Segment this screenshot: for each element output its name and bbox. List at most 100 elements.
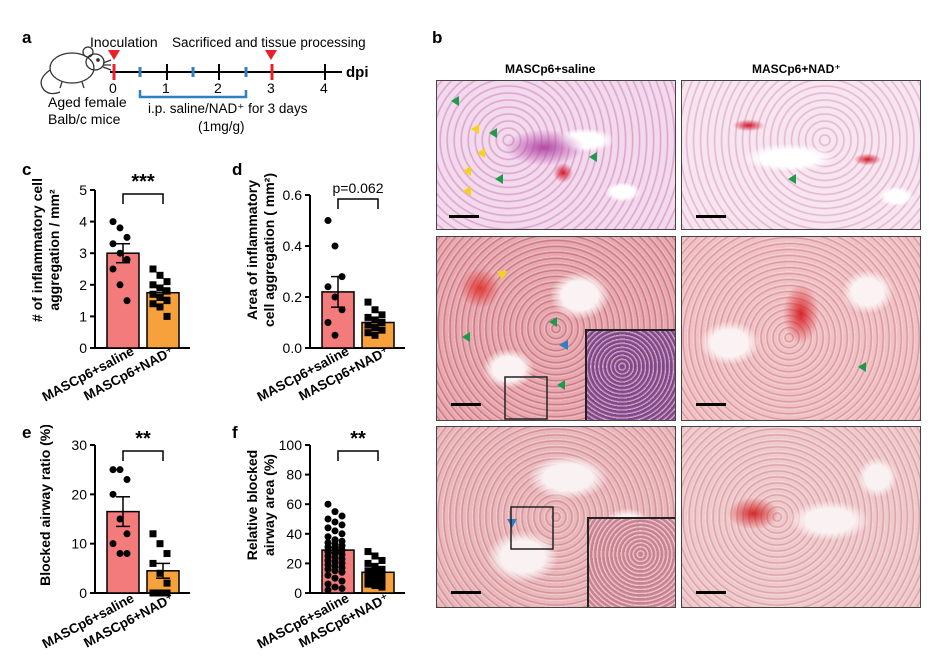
data-point [116, 249, 124, 257]
y-tick-label: 3 [79, 245, 87, 261]
data-point [149, 281, 157, 289]
y-tick-label: 0 [79, 585, 87, 601]
data-point [338, 568, 346, 576]
data-point [324, 524, 332, 532]
data-point [163, 297, 171, 305]
data-point [364, 321, 372, 329]
sacrificed-label: Sacrificed and tissue processing [172, 35, 366, 50]
data-point [338, 530, 346, 538]
significance-label: p=0.062 [333, 180, 384, 196]
inoculation-label: Inoculation [90, 34, 158, 50]
panel-letter-f: f [232, 423, 238, 442]
data-point [378, 311, 386, 319]
data-point [116, 550, 124, 558]
data-point [116, 466, 124, 474]
mouse-icon [40, 46, 112, 95]
data-point [109, 218, 117, 226]
y-tick-label: 4 [79, 214, 87, 230]
significance-label: *** [131, 171, 155, 193]
data-point [156, 589, 164, 597]
y-axis-label: aggregation / mm² [46, 189, 62, 311]
data-point [371, 573, 379, 581]
data-point [149, 530, 157, 538]
data-point [109, 540, 117, 548]
micrograph-nad-mid-mag [681, 236, 921, 421]
y-tick-label: 10 [71, 536, 87, 552]
data-point [378, 319, 386, 326]
data-point [123, 297, 131, 305]
arrow-annotations [507, 506, 554, 550]
data-point [123, 256, 131, 264]
data-point [371, 316, 379, 324]
tick-3: 3 [267, 80, 275, 96]
data-point [123, 233, 131, 241]
data-point [364, 298, 372, 306]
y-tick-label: 20 [71, 486, 87, 502]
data-point [324, 586, 332, 594]
y-axis-label: cell aggregation ( mm²) [261, 173, 277, 327]
data-point [371, 568, 379, 576]
inset-zoom [587, 517, 675, 607]
data-point [378, 565, 386, 573]
y-tick-label: 40 [286, 526, 302, 542]
data-point [364, 559, 372, 567]
mouse-label-line2: Balb/c mice [48, 111, 121, 127]
column-header-saline: MASCp6+saline [505, 62, 596, 76]
data-point [324, 283, 332, 291]
panel-letter-e: e [22, 423, 32, 442]
data-point [149, 290, 157, 298]
data-point [331, 567, 339, 575]
data-point [156, 569, 164, 577]
data-point [331, 508, 339, 516]
data-point [109, 490, 117, 498]
significance-bracket [122, 193, 164, 204]
data-point [156, 303, 164, 311]
data-point [364, 329, 372, 337]
data-point [364, 571, 372, 579]
micrograph-nad-high-mag [681, 426, 921, 608]
data-point [331, 331, 339, 339]
sacrifice-marker-icon [265, 50, 277, 60]
panel-letter-a: a [22, 28, 32, 47]
y-axis-label: Relative blocked [244, 450, 260, 561]
data-point [163, 287, 171, 295]
data-point [371, 582, 379, 590]
data-point [149, 589, 157, 597]
data-point [378, 583, 386, 591]
y-tick-label: 1 [79, 308, 87, 324]
data-point [324, 500, 332, 508]
scale-bar [696, 591, 726, 594]
column-header-nad: MASCp6+NAD⁺ [752, 62, 841, 76]
data-point [109, 240, 117, 248]
data-point [123, 550, 131, 558]
data-point [324, 515, 332, 523]
y-tick-label: 2 [79, 277, 87, 293]
data-point [163, 550, 171, 558]
y-tick-label: 0.4 [283, 238, 303, 254]
data-point [156, 293, 164, 301]
micrograph-nad-low-mag [681, 80, 921, 230]
data-point [364, 313, 372, 321]
significance-bracket [122, 450, 164, 461]
treatment-label-line2: (1mg/g) [198, 119, 245, 134]
data-point [338, 577, 346, 585]
inoculation-marker-icon [108, 50, 120, 60]
data-point [109, 265, 117, 273]
arrow-annotations [858, 362, 866, 372]
data-point [338, 585, 346, 593]
chart-d: 0.0 0.2 0.4 0.6 Area of inflammatory cell agg… [244, 173, 405, 404]
y-axis-label: airway area (%) [261, 454, 277, 556]
tick-2: 2 [214, 80, 222, 96]
data-point [364, 548, 372, 556]
data-point [331, 242, 339, 250]
data-point [324, 571, 332, 579]
y-axis-label: # of inflammatory cell [29, 178, 45, 322]
arrow-annotations [788, 174, 796, 184]
micrograph-saline-high-mag [436, 426, 676, 608]
data-point [338, 521, 346, 529]
significance-bracket [337, 450, 379, 461]
data-point [123, 530, 131, 538]
data-point [156, 271, 164, 279]
significance-bracket [337, 198, 379, 209]
data-point [331, 518, 339, 526]
